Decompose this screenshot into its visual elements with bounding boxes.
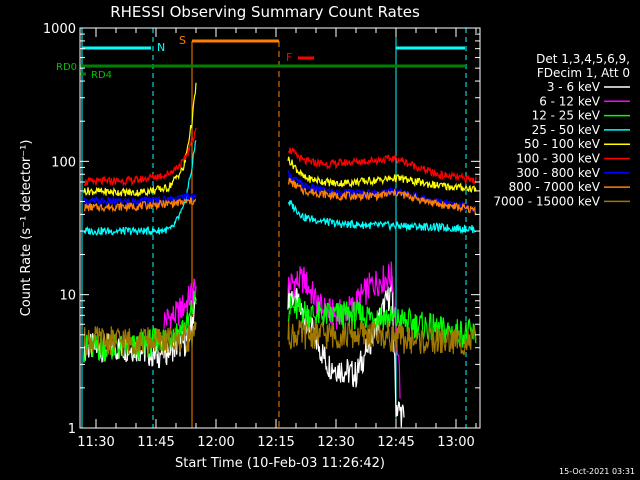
legend-entry-label: 3 - 6 keV <box>547 80 601 94</box>
legend-header-decimation: FDecim 1, Att 0 <box>537 66 630 80</box>
legend-entry-label: 100 - 300 keV <box>516 152 600 166</box>
legend: Det 1,3,4,5,6,9, FDecim 1, Att 0 3 - 6 k… <box>493 52 630 208</box>
night-label: N <box>157 41 165 54</box>
rd4-label: RD4 <box>91 70 112 81</box>
plot-area: N S F RD0 RD4 1 10 100 1000 11:30 11:45 12:00 12:1… <box>43 22 481 450</box>
series-line <box>83 128 197 187</box>
y-tick-label: 1 <box>68 422 76 437</box>
legend-entry-label: 300 - 800 keV <box>516 166 600 180</box>
legend-entry-label: 50 - 100 keV <box>524 137 601 151</box>
legend-entry-label: 800 - 7000 keV <box>509 180 601 194</box>
x-axis: 11:30 11:45 12:00 12:15 12:30 12:45 13:00 <box>77 28 477 450</box>
flare-label: F <box>286 51 292 64</box>
series-line <box>83 197 197 213</box>
series-line <box>287 146 477 186</box>
legend-header-detectors: Det 1,3,4,5,6,9, <box>536 52 630 66</box>
series-layer <box>83 82 477 428</box>
y-axis-label: Count Rate (s⁻¹ detector⁻¹) <box>19 140 34 317</box>
x-tick-label: 12:45 <box>377 435 414 450</box>
series-line <box>287 156 477 193</box>
y-axis: 1 10 100 1000 <box>43 22 480 437</box>
y-tick-label: 100 <box>51 155 76 170</box>
x-tick-label: 11:45 <box>137 435 174 450</box>
chart-title: RHESSI Observing Summary Count Rates <box>110 3 420 21</box>
series-line <box>287 320 477 356</box>
legend-entry-label: 6 - 12 keV <box>539 94 601 108</box>
series-5 <box>83 128 477 187</box>
plot-frame <box>79 27 481 429</box>
series-line <box>287 177 477 216</box>
legend-entry-label: 12 - 25 keV <box>532 109 601 123</box>
series-7 <box>83 177 477 216</box>
legend-entry-label: 25 - 50 keV <box>532 123 601 137</box>
series-line <box>163 277 197 332</box>
series-4 <box>83 82 477 197</box>
footer-date: 15-Oct-2021 03:31 <box>559 467 635 476</box>
x-tick-label: 12:30 <box>317 435 354 450</box>
x-axis-label: Start Time (10-Feb-03 11:26:42) <box>175 456 385 471</box>
series-3 <box>83 140 477 236</box>
y-tick-label: 1000 <box>43 22 76 37</box>
x-tick-label: 11:30 <box>77 435 114 450</box>
series-line <box>83 82 197 197</box>
legend-entry-label: 7000 - 15000 keV <box>493 194 600 208</box>
series-8 <box>83 320 477 356</box>
x-tick-label: 13:00 <box>437 435 474 450</box>
x-tick-label: 12:00 <box>197 435 234 450</box>
series-line <box>287 295 477 348</box>
x-tick-label: 12:15 <box>257 435 294 450</box>
saa-label: S <box>179 34 186 47</box>
series-line <box>83 140 197 236</box>
y-tick-label: 10 <box>59 289 76 304</box>
series-line <box>83 321 197 356</box>
series-line <box>287 199 477 235</box>
rd0-label: RD0 <box>56 62 77 73</box>
